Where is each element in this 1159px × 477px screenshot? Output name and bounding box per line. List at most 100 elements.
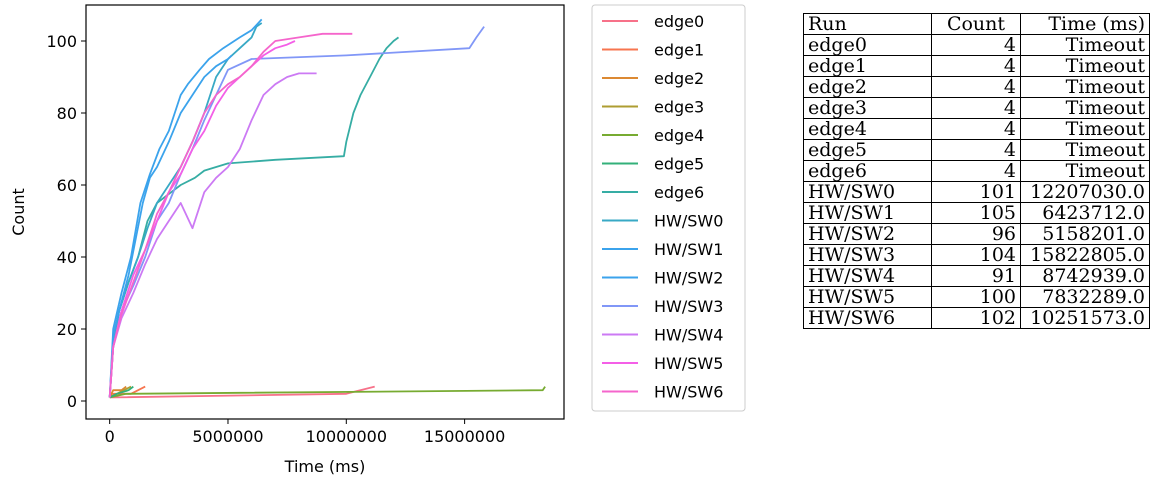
y-tick-label: 100 [46, 32, 77, 51]
column-header-time: Time (ms) [1020, 13, 1150, 35]
legend-label: HW/SW4 [654, 326, 723, 345]
series-line-hw-sw4 [108, 72, 317, 398]
legend-label: edge3 [654, 98, 704, 117]
cell-run: edge1 [803, 55, 932, 77]
cell-count: 4 [931, 97, 1021, 119]
x-axis-label: Time (ms) [284, 457, 366, 476]
y-tick-label: 40 [57, 248, 77, 267]
table-row: HW/SW2 96 5158201.0 [803, 223, 1150, 245]
results-table: Run Count Time (ms) edge0 4 Timeout edge1 4 T… [803, 13, 1150, 329]
legend-label: HW/SW2 [654, 269, 723, 288]
cell-count: 96 [931, 223, 1021, 245]
legend-label: HW/SW3 [654, 297, 723, 316]
legend-label: edge2 [654, 69, 704, 88]
legend-label: edge6 [654, 183, 704, 202]
cell-run: edge6 [803, 160, 932, 182]
x-tick-label: 15000000 [424, 427, 505, 446]
cell-time: 10251573.0 [1020, 307, 1150, 329]
table-row: edge1 4 Timeout [803, 55, 1150, 77]
legend-label: edge5 [654, 155, 704, 174]
cell-count: 4 [931, 76, 1021, 98]
table-row: edge3 4 Timeout [803, 97, 1150, 119]
table-row: edge6 4 Timeout [803, 160, 1150, 182]
legend-label: edge0 [654, 12, 704, 31]
legend-label: HW/SW0 [654, 212, 723, 231]
table-header-row: Run Count Time (ms) [803, 13, 1150, 35]
cell-run: HW/SW0 [803, 181, 932, 203]
y-axis-ticks: 0 20 40 60 80 100 [46, 32, 86, 411]
cell-count: 105 [931, 202, 1021, 224]
legend-label: HW/SW5 [654, 354, 723, 373]
cell-time: Timeout [1020, 160, 1150, 182]
cell-time: Timeout [1020, 55, 1150, 77]
cell-time: Timeout [1020, 76, 1150, 98]
cell-count: 100 [931, 286, 1021, 308]
cell-count: 4 [931, 139, 1021, 161]
cell-count: 91 [931, 265, 1021, 287]
cell-time: 12207030.0 [1020, 181, 1150, 203]
table-row: HW/SW3 104 15822805.0 [803, 244, 1150, 266]
series-line-edge6 [108, 36, 400, 398]
cell-time: Timeout [1020, 97, 1150, 119]
cell-time: 6423712.0 [1020, 202, 1150, 224]
x-tick-label: 10000000 [306, 427, 387, 446]
series-line-hw-sw2 [108, 18, 263, 398]
column-header-count: Count [931, 13, 1021, 35]
cell-count: 102 [931, 307, 1021, 329]
plot-lines [108, 18, 546, 399]
table-row: edge2 4 Timeout [803, 76, 1150, 98]
count-over-time-chart: 0 5000000 10000000 15000000 0 20 40 60 80 100 Ti… [9, 4, 746, 476]
table-row: HW/SW1 105 6423712.0 [803, 202, 1150, 224]
column-header-run: Run [803, 13, 932, 35]
table-row: edge5 4 Timeout [803, 139, 1150, 161]
cell-time: 7832289.0 [1020, 286, 1150, 308]
series-line-hw-sw5 [108, 40, 296, 398]
cell-time: 5158201.0 [1020, 223, 1150, 245]
cell-count: 104 [931, 244, 1021, 266]
cell-time: 15822805.0 [1020, 244, 1150, 266]
series-line-hw-sw0 [108, 22, 263, 398]
legend-label: HW/SW6 [654, 383, 723, 402]
cell-count: 4 [931, 118, 1021, 140]
plot-frame [85, 4, 565, 420]
series-line-hw-sw3 [108, 26, 485, 398]
x-tick-label: 0 [105, 427, 115, 446]
table-row: edge4 4 Timeout [803, 118, 1150, 140]
cell-run: HW/SW2 [803, 223, 932, 245]
cell-count: 4 [931, 34, 1021, 56]
cell-count: 4 [931, 55, 1021, 77]
series-line-edge5 [109, 385, 134, 399]
legend-label: HW/SW1 [654, 240, 723, 259]
y-tick-label: 20 [57, 320, 77, 339]
cell-time: 8742939.0 [1020, 265, 1150, 287]
table-row: HW/SW5 100 7832289.0 [803, 286, 1150, 308]
cell-time: Timeout [1020, 34, 1150, 56]
table-row: HW/SW4 91 8742939.0 [803, 265, 1150, 287]
series-line-edge2 [108, 385, 127, 398]
legend-label: edge4 [654, 126, 704, 145]
cell-run: HW/SW3 [803, 244, 932, 266]
y-tick-label: 80 [57, 104, 77, 123]
series-line-hw-sw1 [108, 54, 233, 398]
table-row: HW/SW6 102 10251573.0 [803, 307, 1150, 329]
legend-label: edge1 [654, 41, 704, 60]
legend-frame [591, 4, 746, 412]
y-tick-label: 0 [67, 392, 77, 411]
cell-run: edge3 [803, 97, 932, 119]
cell-run: edge4 [803, 118, 932, 140]
table-row: HW/SW0 101 12207030.0 [803, 181, 1150, 203]
legend: edge0 edge1 edge2 edge3 edge4 edge5 edge6 HW/SW… [591, 4, 746, 412]
cell-time: Timeout [1020, 139, 1150, 161]
cell-run: edge5 [803, 139, 932, 161]
cell-time: Timeout [1020, 118, 1150, 140]
cell-run: HW/SW1 [803, 202, 932, 224]
y-axis-label: Count [9, 188, 28, 236]
cell-run: HW/SW4 [803, 265, 932, 287]
series-line-hw-sw6 [108, 32, 353, 398]
table-row: edge0 4 Timeout [803, 34, 1150, 56]
cell-run: edge0 [803, 34, 932, 56]
cell-count: 101 [931, 181, 1021, 203]
cell-count: 4 [931, 160, 1021, 182]
cell-run: HW/SW6 [803, 307, 932, 329]
x-tick-label: 5000000 [192, 427, 263, 446]
